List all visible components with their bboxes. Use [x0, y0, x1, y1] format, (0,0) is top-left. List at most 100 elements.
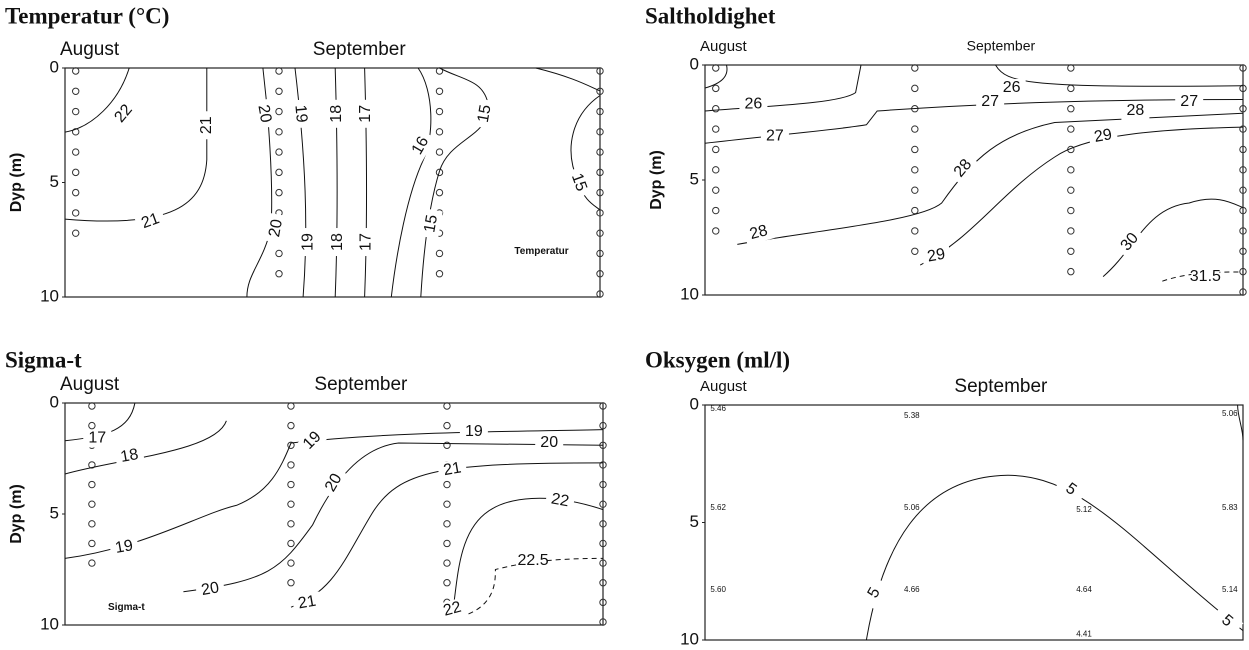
label-bg: [920, 244, 952, 268]
contour-label: 29: [926, 246, 947, 266]
station-point: [443, 520, 451, 528]
contour-label: 20: [254, 104, 274, 125]
station-point: [1239, 227, 1247, 235]
label-bg: [357, 228, 376, 257]
station-point: [712, 166, 720, 174]
station-point: [911, 206, 919, 215]
label-bg: [291, 591, 323, 615]
station-point: [435, 148, 444, 156]
contour-label: 20: [266, 218, 286, 239]
label-bg: [1114, 225, 1146, 259]
station-value: 5.60: [710, 585, 726, 594]
station-point: [712, 64, 720, 72]
station-value: 5.38: [904, 411, 920, 420]
label-bg: [859, 576, 890, 610]
label-bg: [1191, 267, 1220, 286]
contour-line: [468, 557, 604, 615]
y-tick-label: 0: [690, 54, 699, 73]
station-point: [599, 500, 607, 508]
station-point: [435, 67, 444, 75]
station-point: [599, 598, 607, 607]
contour-label: 29: [1093, 126, 1114, 146]
contour-label: 28: [748, 222, 770, 243]
station-point: [275, 270, 283, 278]
station-point: [287, 461, 295, 469]
station-point: [88, 461, 96, 469]
station-point: [275, 188, 283, 197]
label-bg: [1087, 125, 1119, 148]
station-value: 5.46: [710, 404, 726, 413]
label-bg: [356, 99, 375, 128]
y-tick-label: 5: [50, 503, 59, 522]
label-bg: [107, 97, 140, 131]
label-bg: [1210, 605, 1244, 638]
x-label: August: [60, 39, 120, 60]
y-axis-label: Dyp (m): [8, 484, 25, 544]
contour-label: 15: [421, 213, 441, 234]
contour-label: 27: [766, 128, 784, 145]
station-point: [72, 209, 80, 217]
station-point: [88, 539, 96, 548]
station-point: [1067, 84, 1075, 93]
station-point: [72, 168, 80, 177]
panel-title: Sigma-t: [5, 347, 82, 372]
station-point: [443, 421, 451, 430]
label-bg: [197, 111, 216, 140]
station-point: [1239, 288, 1247, 296]
contour-label: 27: [1180, 93, 1198, 110]
station-point: [1067, 227, 1075, 235]
station-point: [1239, 247, 1247, 255]
contour-label: 22: [441, 599, 463, 620]
station-point: [599, 539, 607, 548]
y-axis-label: Dyp (m): [648, 150, 665, 210]
station-point: [287, 539, 295, 548]
contour-line: [64, 67, 130, 133]
label-bg: [1054, 474, 1088, 506]
contour-label: 18: [119, 446, 140, 466]
x-label: September: [967, 38, 1036, 54]
contour-label: 17: [357, 105, 374, 123]
label-bg: [459, 422, 488, 441]
station-point: [287, 500, 295, 508]
x-label: August: [700, 38, 748, 55]
label-bg: [194, 578, 226, 601]
contour-line: [919, 126, 1244, 266]
station-point: [1067, 105, 1075, 113]
label-bg: [134, 208, 167, 235]
station-point: [287, 421, 295, 430]
station-point: [712, 125, 720, 133]
station-point: [72, 148, 80, 156]
contour-label: 20: [322, 471, 346, 495]
station-point: [596, 107, 604, 116]
station-point: [911, 64, 919, 72]
station-point: [1067, 247, 1075, 255]
station-value: 5.62: [710, 503, 726, 512]
station-point: [1239, 186, 1247, 194]
station-point: [275, 67, 283, 75]
contour-label: 17: [357, 233, 374, 251]
station-point: [275, 148, 283, 156]
station-point: [596, 168, 604, 177]
contour-label: 20: [200, 579, 221, 599]
annotation: Sigma-t: [108, 602, 145, 613]
label-bg: [83, 429, 112, 448]
label-bg: [420, 208, 443, 240]
contour-label: 21: [297, 593, 318, 613]
contour-line: [390, 67, 432, 298]
x-label: September: [954, 376, 1048, 397]
station-point: [599, 520, 607, 528]
label-bg: [739, 95, 768, 114]
station-point: [911, 166, 919, 174]
label-bg: [296, 424, 329, 458]
station-point: [287, 441, 295, 449]
station-point: [911, 186, 919, 194]
station-point: [712, 227, 720, 235]
contour-label: 19: [465, 423, 483, 440]
label-bg: [565, 166, 592, 199]
contour-line: [183, 442, 604, 593]
station-point: [435, 270, 444, 278]
station-point: [72, 87, 80, 95]
station-point: [712, 186, 720, 194]
label-bg: [265, 212, 288, 244]
